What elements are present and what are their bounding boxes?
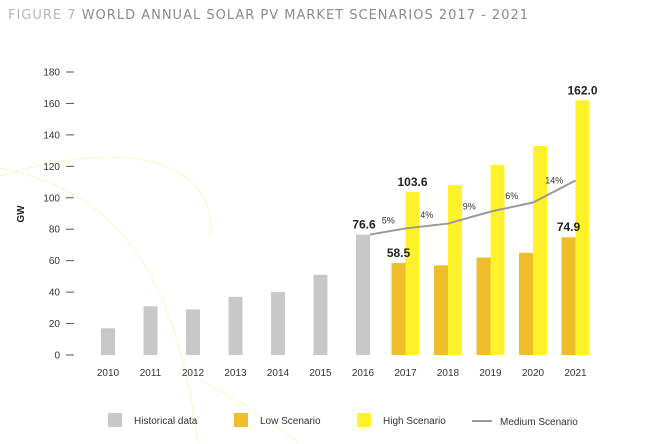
x-tick-label: 2020 [522,368,545,379]
x-tick-label: 2015 [309,368,332,379]
growth-label: 14% [545,175,563,185]
x-tick-label: 2012 [182,368,205,379]
legend-label: Medium Scenario [500,417,578,428]
bar-historical-data [143,306,158,355]
growth-label: 6% [505,191,518,201]
x-tick-label: 2019 [479,368,502,379]
figure-title: WORLD ANNUAL SOLAR PV MARKET SCENARIOS 2… [81,8,530,23]
bar-low-scenario [434,265,448,355]
x-tick-label: 2016 [352,368,375,379]
decor-curve [0,156,212,237]
bar-historical-data [356,234,370,355]
bar-historical-data [271,292,285,355]
x-tick-label: 2018 [437,368,460,379]
legend-label: High Scenario [383,416,446,427]
medium-scenario-line: 5% 4% 9% 6% 14% [369,175,576,236]
bar-high-scenario [490,164,505,355]
y-tick-label: 120 [43,162,60,173]
y-axis: 0 20 40 60 80 100 120 140 160 180 GW [16,68,74,362]
growth-label: 4% [420,210,433,220]
bar-low-scenario [519,252,533,355]
x-axis: 2010 2011 2012 2013 2014 2015 2016 2017 2018 2019… [97,368,587,379]
x-tick-label: 2014 [267,368,290,379]
x-tick-label: 2017 [394,368,417,379]
y-tick-label: 140 [43,130,60,141]
growth-label: 5% [382,216,395,226]
bar-high-scenario [448,185,462,355]
bar-historical-data [313,274,328,355]
data-labels: 76.6 58.5 103.6 74.9 162.0 [352,83,598,260]
growth-label: 9% [463,202,476,212]
data-label: 162.0 [567,83,597,97]
y-tick-label: 60 [49,256,61,267]
y-tick-label: 20 [49,319,61,330]
background-decoration [0,156,301,444]
y-tick-label: 180 [43,68,60,79]
bars [101,100,590,355]
data-label: 76.6 [352,218,376,232]
x-tick-label: 2013 [224,368,247,379]
bar-historical-data [101,328,115,355]
y-tick-label: 160 [43,99,60,110]
data-label: 74.9 [557,220,581,234]
data-label: 103.6 [397,175,427,189]
bar-high-scenario [575,100,590,355]
bar-low-scenario [476,257,491,355]
bar-high-scenario [405,192,420,355]
y-tick-label: 0 [54,351,60,362]
legend: Historical data Low Scenario High Scenario… [108,413,578,428]
figure-label: FIGURE 7 [8,8,77,23]
figure-title-row: FIGURE 7 WORLD ANNUAL SOLAR PV MARKET SC… [8,8,529,23]
bar-historical-data [228,296,243,355]
x-tick-label: 2010 [97,368,120,379]
legend-label: Historical data [134,416,198,427]
legend-swatch [357,413,371,427]
legend-label: Low Scenario [260,416,321,427]
legend-swatch [108,413,122,427]
x-tick-label: 2011 [140,368,162,379]
y-tick-label: 80 [49,225,61,236]
bar-historical-data [186,309,200,355]
decor-curve [199,379,301,444]
x-tick-label: 2021 [564,368,587,379]
bar-low-scenario [391,263,406,355]
decor-curve [0,167,199,444]
medium-scenario-line-path [369,179,576,236]
legend-swatch [234,413,248,427]
bar-low-scenario [561,237,576,355]
y-axis-label: GW [16,205,27,223]
y-tick-label: 100 [43,193,60,204]
y-tick-label: 40 [49,288,61,299]
data-label: 58.5 [387,246,411,260]
